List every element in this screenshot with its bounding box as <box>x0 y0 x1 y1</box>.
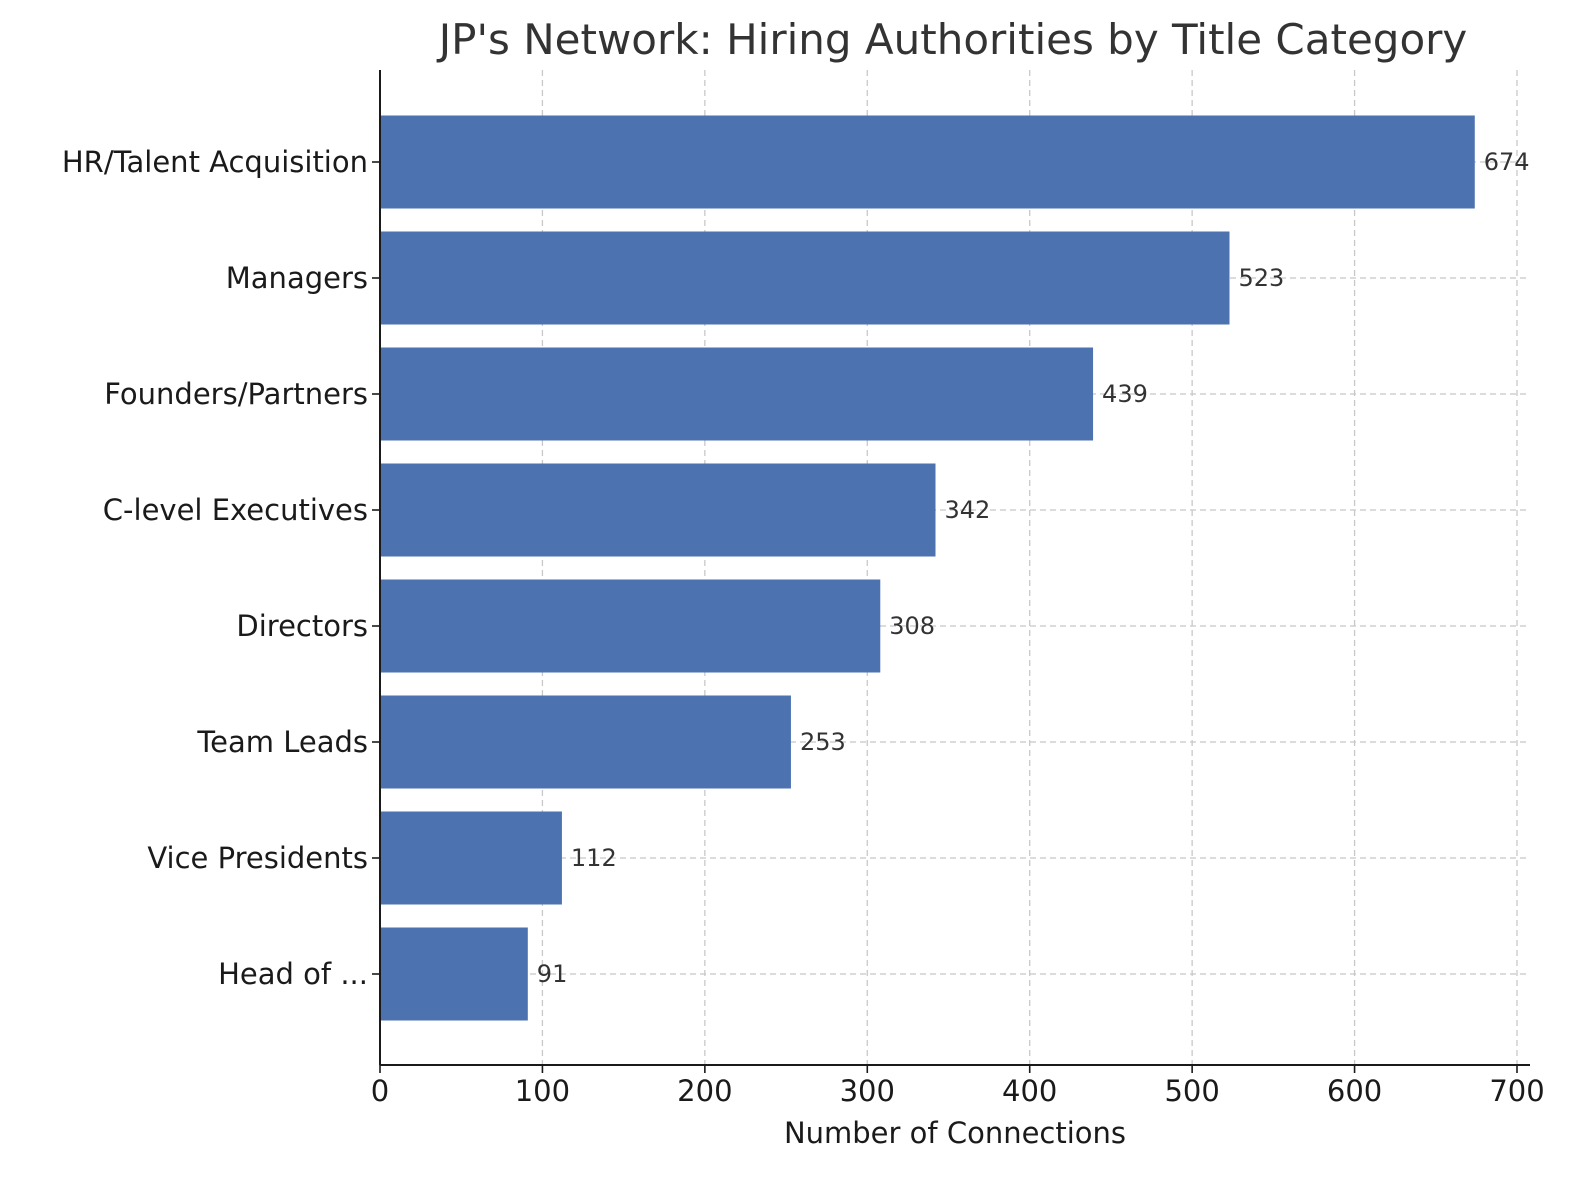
category-label: Directors <box>236 609 368 643</box>
data-label: 308 <box>889 612 935 640</box>
category-label: Team Leads <box>196 725 368 759</box>
bar <box>380 231 1230 325</box>
labels-layer: HR/Talent Acquisition 674 Managers 523 Found… <box>62 145 1530 991</box>
bars-layer <box>380 115 1475 1021</box>
bar <box>380 927 528 1021</box>
category-label: Founders/Partners <box>104 377 368 411</box>
x-tick-label: 300 <box>840 1074 895 1108</box>
x-tick-label: 700 <box>1489 1074 1544 1108</box>
bar <box>380 695 791 789</box>
x-tick-label: 500 <box>1164 1074 1219 1108</box>
bar <box>380 347 1094 441</box>
x-tick-label: 400 <box>1002 1074 1057 1108</box>
x-tick-label: 100 <box>515 1074 570 1108</box>
category-label: HR/Talent Acquisition <box>62 145 368 179</box>
data-label: 342 <box>945 496 991 524</box>
bar <box>380 579 881 673</box>
x-axis-title: Number of Connections <box>784 1116 1126 1150</box>
data-label: 91 <box>537 960 568 988</box>
category-label: Managers <box>226 261 368 295</box>
data-label: 112 <box>571 844 617 872</box>
category-label: Vice Presidents <box>147 841 368 875</box>
data-label: 523 <box>1239 264 1285 292</box>
data-label: 674 <box>1484 148 1530 176</box>
x-ticks: 0 100 200 300 400 500 600 700 <box>371 161 1545 1108</box>
data-label: 253 <box>800 728 846 756</box>
grid-layer <box>380 70 1530 1065</box>
category-label: C-level Executives <box>103 493 368 527</box>
bar <box>380 115 1475 209</box>
bar <box>380 463 936 557</box>
bar <box>380 811 562 905</box>
x-tick-label: 600 <box>1327 1074 1382 1108</box>
category-label: Head of ... <box>218 957 368 991</box>
chart-title: JP's Network: Hiring Authorities by Titl… <box>436 15 1468 64</box>
x-tick-label: 0 <box>371 1074 389 1108</box>
data-label: 439 <box>1102 380 1148 408</box>
x-tick-label: 200 <box>677 1074 732 1108</box>
